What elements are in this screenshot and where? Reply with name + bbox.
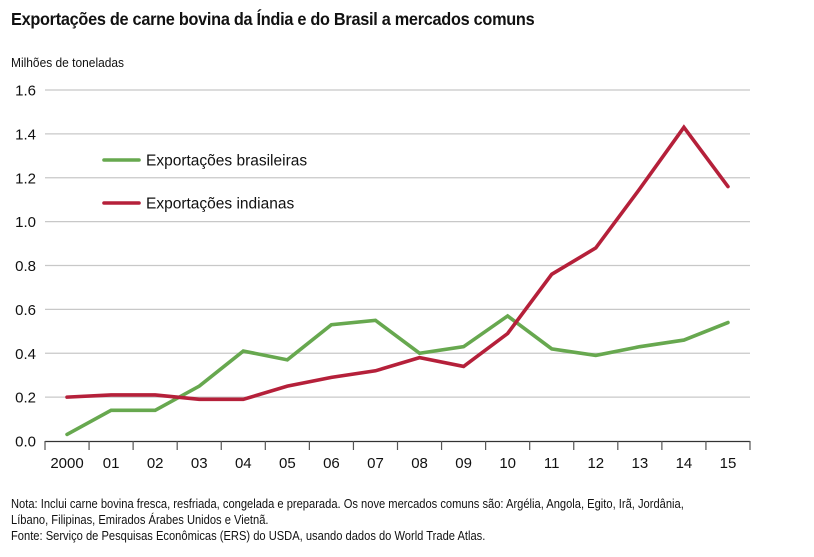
y-tick-label: 0.6 [15, 302, 36, 319]
x-tick-label: 13 [632, 455, 649, 472]
legend: Exportações brasileiras Exportações india… [102, 153, 307, 213]
x-tick-label: 01 [103, 455, 120, 472]
x-tick-label: 11 [544, 455, 560, 472]
y-tick-label: 0.8 [15, 258, 36, 275]
x-axis: 2000 01 02 03 04 05 06 07 08 09 10 11 12 13 14 15 [44, 440, 751, 472]
x-tick-label: 02 [147, 455, 164, 472]
x-tick-label: 14 [676, 455, 693, 472]
note-line-1: Nota: Inclui carne bovina fresca, resfri… [11, 497, 684, 511]
x-tick-label: 2000 [50, 455, 83, 472]
footnote: Nota: Inclui carne bovina fresca, resfri… [11, 496, 808, 544]
series-line-india [65, 124, 730, 402]
y-tick-label: 0.0 [15, 434, 36, 451]
x-tick-label: 07 [367, 455, 384, 472]
y-tick-label: 1.0 [15, 214, 36, 231]
y-tick-label: 0.2 [15, 390, 36, 407]
x-tick-label: 03 [191, 455, 208, 472]
note-line-2: Líbano, Filipinas, Emirados Árabes Unido… [11, 513, 269, 527]
y-tick-label: 0.4 [15, 346, 36, 363]
x-tick-label: 09 [455, 455, 472, 472]
source-line: Fonte: Serviço de Pesquisas Econômicas (… [11, 529, 486, 543]
y-axis-label: Milhões de toneladas [11, 55, 125, 70]
x-tick-label: 06 [323, 455, 340, 472]
x-tick-label: 12 [587, 455, 604, 472]
x-tick-label: 05 [279, 455, 296, 472]
x-tick-label: 15 [720, 455, 737, 472]
y-tick-label: 1.2 [15, 170, 36, 187]
y-tick-label: 1.6 [15, 83, 36, 100]
legend-label: Exportações indianas [146, 196, 294, 213]
y-tick-label: 1.4 [15, 126, 36, 143]
line-chart: 0.0 0.2 0.4 0.6 0.8 1.0 1.2 1.4 1.6 2000 01 02 03 04… [15, 83, 751, 472]
x-tick-label: 04 [235, 455, 252, 472]
legend-label: Exportações brasileiras [146, 153, 307, 170]
chart-title: Exportações de carne bovina da Índia e d… [11, 9, 535, 29]
x-tick-label: 08 [411, 455, 428, 472]
y-axis-ticks: 0.0 0.2 0.4 0.6 0.8 1.0 1.2 1.4 1.6 [15, 83, 36, 451]
gridlines [45, 89, 750, 398]
series-lines [65, 124, 730, 437]
x-tick-label: 10 [499, 455, 516, 472]
series-line-brazil [65, 313, 730, 437]
